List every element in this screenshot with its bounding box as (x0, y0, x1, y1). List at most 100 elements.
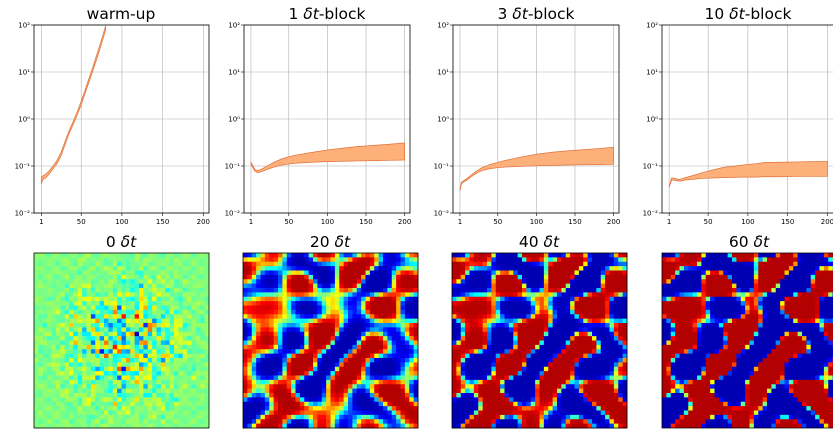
heatmap-cell (491, 423, 497, 429)
heatmap-cell (413, 331, 419, 337)
heatmap-cell (134, 305, 140, 311)
heatmap-cell (361, 274, 366, 280)
heatmap-cell (339, 253, 345, 258)
heatmap-cell (134, 296, 140, 302)
heatmap-cell (278, 279, 283, 285)
heatmap-cell (169, 257, 175, 263)
heatmap-cell (491, 266, 497, 271)
heatmap-cell (369, 257, 375, 263)
heatmap-cell (396, 388, 401, 394)
heatmap-cell (278, 314, 283, 320)
heatmap-cell (295, 266, 301, 271)
heatmap-cell (291, 309, 296, 315)
heatmap-cell (557, 331, 562, 337)
heatmap-cell (517, 393, 523, 398)
heatmap-cell (609, 292, 615, 298)
heatmap-cell (400, 323, 406, 328)
heatmap-cell (543, 349, 549, 355)
heatmap-cell (460, 379, 466, 385)
heatmap-cell (535, 414, 540, 420)
heatmap-cell (278, 366, 283, 372)
heatmap-cell (260, 253, 266, 258)
heatmap-cell (95, 362, 101, 368)
heatmap-cell (95, 270, 101, 276)
heatmap-cell (321, 423, 327, 429)
heatmap-cell (156, 283, 162, 289)
heatmap-cell (156, 344, 162, 350)
heatmap-cell (352, 414, 358, 420)
heatmap-cell (117, 274, 122, 280)
heatmap-cell (460, 274, 466, 280)
heatmap-cell (456, 375, 462, 381)
heatmap-cell (605, 344, 610, 350)
heatmap-cell (578, 296, 584, 302)
heatmap-cell (352, 327, 358, 333)
heatmap-cell (200, 414, 206, 420)
heatmap-cell (299, 261, 305, 267)
heatmap-cell (565, 375, 571, 381)
heatmap-cell (609, 362, 615, 368)
heatmap-cell (251, 327, 257, 333)
heatmap-cell (391, 419, 397, 425)
heatmap-cell (592, 423, 597, 429)
heatmap-cell (64, 274, 70, 280)
heatmap-cell (583, 397, 589, 403)
heatmap-cell (378, 301, 384, 306)
heatmap-cell (77, 292, 83, 298)
heatmap-cell (508, 296, 514, 302)
heatmap-cell (174, 323, 179, 328)
heatmap-cell (369, 305, 375, 311)
heatmap-cell (69, 423, 74, 429)
heatmap-cell (86, 274, 92, 280)
heatmap-cell (73, 327, 79, 333)
heatmap-cell (178, 266, 184, 271)
heatmap-cell (618, 353, 624, 359)
heatmap-cell (513, 323, 519, 328)
heatmap-cell (55, 327, 61, 333)
heatmap-cell (326, 371, 331, 376)
heatmap-cell (247, 314, 253, 320)
heatmap-cell (517, 309, 523, 315)
heatmap-cell (278, 309, 283, 315)
heatmap-cell (548, 353, 554, 359)
heatmap-cell (112, 288, 118, 293)
heatmap-cell (348, 274, 353, 280)
heatmap-cell (178, 323, 184, 328)
heatmap-cell (195, 375, 201, 381)
heatmap-cell (200, 379, 206, 385)
heatmap-cell (291, 257, 296, 263)
heatmap-cell (583, 318, 589, 324)
heatmap-cell (339, 331, 345, 337)
heatmap-cell (409, 371, 415, 376)
heatmap-cell (86, 292, 92, 298)
heatmap-cell (543, 261, 549, 267)
heatmap-cell (313, 410, 318, 416)
heatmap-cell (130, 349, 136, 355)
heatmap-cell (504, 336, 510, 341)
heatmap-cell (348, 270, 353, 276)
heatmap-cell (596, 344, 602, 350)
heatmap-cell (174, 292, 179, 298)
heatmap-cell (104, 331, 109, 337)
heatmap-cell (69, 331, 74, 337)
heatmap-cell (330, 292, 336, 298)
heatmap-cell (99, 397, 105, 403)
heatmap-cell (557, 379, 562, 385)
heatmap-cell (308, 279, 314, 285)
heatmap-cell (86, 257, 92, 263)
heatmap-cell (204, 375, 210, 381)
heatmap-cell (90, 414, 96, 420)
heatmap-cell (478, 336, 484, 341)
heatmap-cell (304, 401, 310, 407)
heatmap-cell (460, 336, 466, 341)
heatmap-cell (304, 410, 310, 416)
heatmap-cell (522, 253, 527, 258)
heatmap-cell (578, 314, 584, 320)
heatmap-cell (352, 288, 358, 293)
heatmap-cell (77, 253, 83, 258)
heatmap-cell (204, 305, 210, 311)
heatmap-cell (557, 296, 562, 302)
heatmap-cell (60, 305, 66, 311)
heatmap-cell (530, 349, 536, 355)
heatmap-cell (473, 336, 479, 341)
